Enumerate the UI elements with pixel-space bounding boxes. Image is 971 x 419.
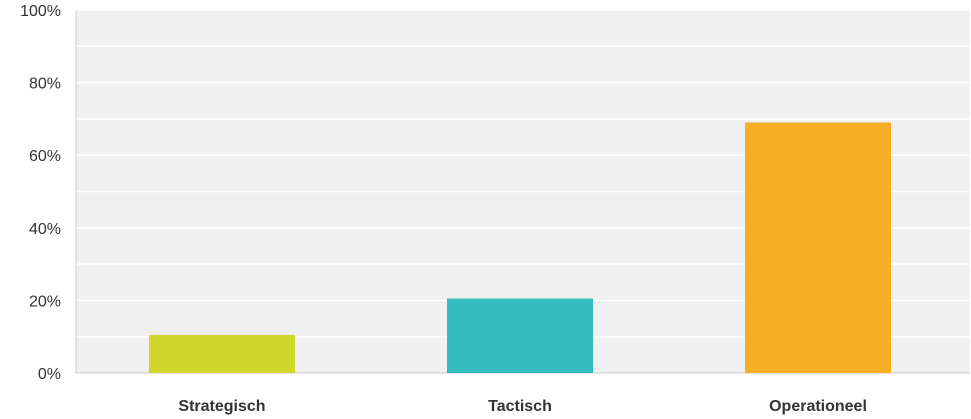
x-category-label: Tactisch [488,398,552,415]
y-tick-label: 20% [29,293,61,310]
x-axis-labels: Strategisch Tactisch Operationeel [178,398,866,415]
y-tick-label: 40% [29,221,61,238]
y-tick-label: 0% [38,366,61,383]
x-category-label: Strategisch [178,398,265,415]
bars [149,122,891,373]
y-tick-label: 80% [29,76,61,93]
bar-tactisch [447,298,593,373]
y-tick-label: 60% [29,148,61,165]
bar-operationeel [745,122,891,373]
bar-strategisch [149,334,295,373]
x-category-label: Operationeel [769,398,867,415]
y-axis-ticks: 0% 20% 40% 60% 80% 100% [20,3,61,383]
y-tick-label: 100% [20,3,61,20]
